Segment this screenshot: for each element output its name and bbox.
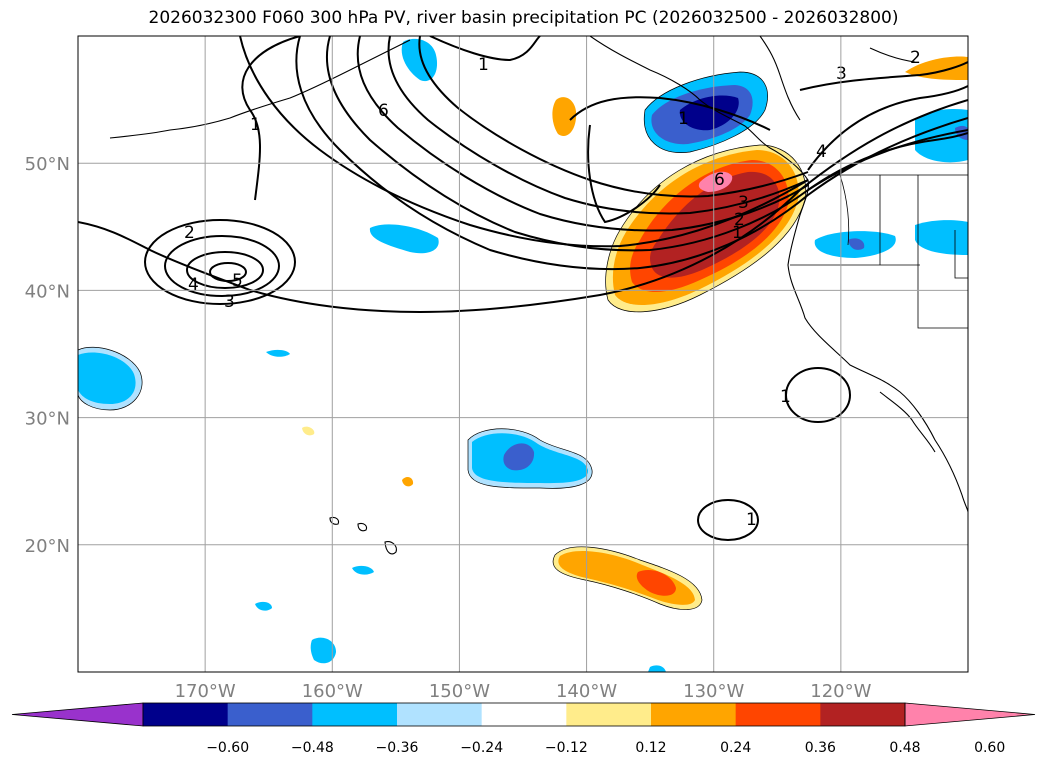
lat-tick-label: 20°N [25, 536, 70, 557]
plot-title: 2026032300 F060 300 hPa PV, river basin … [148, 8, 899, 28]
colorbar-segment [735, 703, 821, 726]
pv-label: 2 [910, 48, 921, 68]
lon-tick-label: 130°W [683, 681, 744, 702]
pv-label: 4 [816, 142, 827, 162]
pv-label: 3 [224, 292, 235, 312]
positive-shade-north [552, 97, 577, 137]
colorbar-segment [397, 703, 483, 726]
colorbar-tick-label: −0.60 [206, 740, 249, 756]
lat-tick-label: 50°N [25, 154, 70, 175]
colorbar-tick-label: 0.60 [974, 740, 1005, 756]
colorbar-tick-label: 0.48 [889, 740, 920, 756]
lat-tick-label: 30°N [25, 409, 70, 430]
colorbar-tick-label: −0.36 [376, 740, 419, 756]
colorbar-tick-label: 0.24 [720, 740, 751, 756]
pv-label: 4 [188, 275, 199, 295]
precipitation-outlines [78, 71, 807, 610]
pv-label: 6 [378, 101, 389, 121]
negative-shade-alaska [401, 38, 438, 82]
gridlines [78, 36, 968, 672]
positive-shade-hawaii-red [636, 569, 676, 596]
pv-label: 1 [678, 109, 689, 129]
pv-contour-labels: 1 1 1 1 1 2 2 3 3 4 4 5 6 6 1 2 3 [184, 48, 921, 530]
pv-label: 2 [184, 223, 195, 243]
precipitation-shading [78, 38, 968, 672]
colorbar-extend-max [904, 702, 1036, 727]
positive-shade-pink [698, 171, 733, 192]
lon-tick-label: 150°W [429, 681, 490, 702]
colorbar-segment [820, 703, 906, 726]
pv-label: 1 [746, 510, 757, 530]
map-frame [77, 35, 969, 673]
colorbar-tick-label: −0.24 [460, 740, 503, 756]
pv-label: 3 [836, 64, 847, 84]
colorbar-tick-label: 0.12 [635, 740, 666, 756]
lat-tick-label: 40°N [25, 281, 70, 302]
pv-contours [78, 36, 968, 541]
colorbar-tick-label: 0.36 [805, 740, 836, 756]
pv-label: 1 [478, 55, 489, 75]
colorbar-segment [651, 703, 737, 726]
colorbar: −0.60 −0.48 −0.36 −0.24 −0.12 0.12 0.24 0.36 0.4… [11, 702, 1036, 756]
colorbar-segment [227, 703, 313, 726]
longitude-labels: 170°W 160°W 150°W 140°W 130°W 120°W [175, 681, 872, 702]
lon-tick-label: 140°W [556, 681, 617, 702]
lon-tick-label: 170°W [175, 681, 236, 702]
colorbar-extend-min [11, 702, 144, 727]
colorbar-tick-label: −0.48 [291, 740, 334, 756]
latitude-labels: 20°N 30°N 40°N 50°N [25, 154, 70, 557]
pv-label: 6 [714, 170, 725, 190]
pv-label: 3 [738, 193, 749, 213]
pv-label: 1 [732, 223, 743, 243]
colorbar-segment [566, 703, 652, 726]
pv-label: 1 [250, 115, 261, 135]
pv-label: 1 [780, 387, 791, 407]
colorbar-segment [143, 703, 229, 726]
pv-label: 2 [734, 210, 745, 230]
colorbar-frame [142, 702, 906, 727]
lon-tick-label: 120°W [810, 681, 871, 702]
colorbar-segment [481, 703, 567, 726]
lon-tick-label: 160°W [302, 681, 363, 702]
pv-label: 5 [232, 271, 243, 291]
colorbar-tick-label: −0.12 [545, 740, 588, 756]
colorbar-segment [312, 703, 398, 726]
